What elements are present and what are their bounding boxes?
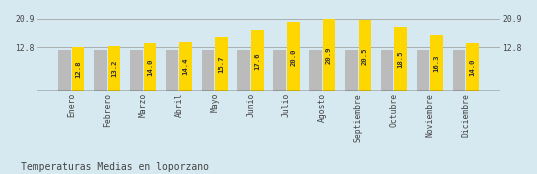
- Text: Temperaturas Medias en loporzano: Temperaturas Medias en loporzano: [21, 162, 209, 172]
- Text: 13.2: 13.2: [111, 60, 117, 77]
- Text: 18.5: 18.5: [398, 51, 404, 68]
- Bar: [395, 27, 407, 92]
- Bar: [237, 50, 250, 92]
- Bar: [453, 50, 465, 92]
- Bar: [309, 50, 322, 92]
- Bar: [287, 22, 300, 92]
- Bar: [59, 50, 71, 92]
- Text: 20.0: 20.0: [290, 48, 296, 66]
- Bar: [323, 19, 335, 92]
- Text: 14.0: 14.0: [469, 58, 475, 76]
- Bar: [345, 50, 358, 92]
- Bar: [466, 43, 478, 92]
- Bar: [215, 37, 228, 92]
- Text: 20.9: 20.9: [326, 46, 332, 64]
- Bar: [130, 50, 142, 92]
- Bar: [94, 50, 107, 92]
- Bar: [72, 47, 84, 92]
- Text: 12.8: 12.8: [75, 61, 81, 78]
- Bar: [202, 50, 214, 92]
- Text: 16.3: 16.3: [433, 54, 440, 72]
- Bar: [166, 50, 178, 92]
- Bar: [179, 42, 192, 92]
- Bar: [143, 43, 156, 92]
- Text: 15.7: 15.7: [219, 56, 224, 73]
- Text: 17.6: 17.6: [255, 52, 260, 70]
- Text: 14.4: 14.4: [183, 58, 188, 75]
- Bar: [273, 50, 286, 92]
- Bar: [417, 50, 429, 92]
- Bar: [108, 46, 120, 92]
- Text: 20.5: 20.5: [362, 47, 368, 65]
- Bar: [251, 30, 264, 92]
- Bar: [359, 20, 371, 92]
- Bar: [381, 50, 394, 92]
- Bar: [430, 35, 443, 92]
- Text: 14.0: 14.0: [147, 58, 153, 76]
